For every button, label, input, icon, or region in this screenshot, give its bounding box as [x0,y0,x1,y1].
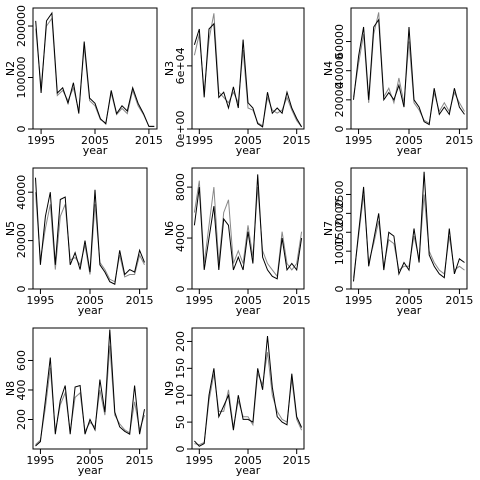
x-tick-label: 1995 [185,134,213,147]
series-line-0 [35,329,145,447]
x-axis-label: year [83,144,108,157]
series-line-0 [353,18,465,126]
y-tick-label: 0e+00 [174,111,187,148]
x-tick-label: 2015 [445,294,473,307]
panel-n5: 1995 2005 2015 0 20000 40000 year N5 [4,167,154,317]
series-line-1 [353,194,465,278]
y-tick-label: 150 [174,358,187,379]
x-tick-label: 2015 [283,134,311,147]
series-line-0 [35,11,155,127]
series-line-0 [35,177,145,285]
x-tick-label: 1995 [26,454,54,467]
series-line-0 [193,174,303,280]
y-tick-label: 60000 [333,24,346,59]
x-tick-label: 2015 [126,294,154,307]
y-tick-label: 0 [15,126,28,133]
x-tick-label: 2005 [234,454,262,467]
x-tick-label: 2015 [283,294,311,307]
x-tick-label: 2005 [76,454,104,467]
x-axis-label: year [397,144,422,157]
x-tick-label: 2005 [81,134,109,147]
y-tick-label: 100 [174,385,187,406]
series-line-1 [194,352,303,446]
y-axis-label: N9 [163,381,176,396]
y-axis-label: N6 [163,221,176,236]
y-tick-label: 100000 [15,57,28,99]
panel-n6: 1995 2005 2015 0 4000 8000 year N6 [163,167,311,317]
y-tick-label: 1500 [333,218,346,246]
series-line-0 [193,22,303,128]
x-axis-label: year [78,304,103,317]
panel-n3: 1995 2005 2015 0e+00 6e+04 year N3 [163,7,311,157]
series-line-1 [193,180,303,278]
panel-n2: 1995 2005 2015 0 100000 200000 year N2 [4,5,163,157]
x-tick-label: 1995 [27,134,55,147]
panel-n9: 1995 2005 2015 0 50 100 150 200 year N9 [163,327,311,477]
y-axis-label: N3 [163,61,176,76]
y-tick-label: 400 [15,379,28,400]
plot-frame [32,7,158,130]
x-tick-label: 2015 [283,454,311,467]
y-tick-label: 50 [174,415,187,429]
y-axis-label: N8 [4,381,17,396]
x-tick-label: 2005 [234,134,262,147]
y-tick-label: 2500 [333,180,346,208]
panel-n8: 1995 2005 2015 200 400 600 year N8 [4,327,154,477]
x-tick-label: 1995 [345,134,373,147]
x-tick-label: 2005 [395,134,423,147]
y-tick-label: 6e+04 [174,47,187,84]
plot-frame [191,7,305,130]
x-axis-label: year [236,464,261,477]
x-tick-label: 2005 [234,294,262,307]
x-tick-label: 1995 [26,294,54,307]
y-tick-label: 600 [15,350,28,371]
y-axis-label: N2 [4,61,17,76]
y-tick-label: 0 [174,446,187,453]
x-tick-label: 1995 [185,454,213,467]
y-tick-label: 0 [15,286,28,293]
y-tick-label: 0 [333,126,346,133]
y-tick-label: 1000 [333,237,346,265]
y-tick-label: 20000 [333,82,346,117]
x-tick-label: 2015 [135,134,163,147]
series-line-0 [194,336,303,447]
y-tick-label: 200 [174,331,187,352]
x-axis-label: year [397,304,422,317]
x-tick-label: 2015 [126,454,154,467]
y-tick-label: 200000 [15,5,28,47]
y-tick-label: 0 [174,286,187,293]
y-axis-label: N7 [322,221,335,236]
y-tick-label: 4000 [174,224,187,252]
plot-frame [191,327,305,450]
y-tick-label: 20000 [15,223,28,258]
x-tick-label: 2005 [76,294,104,307]
x-axis-label: year [78,464,103,477]
y-tick-label: 40000 [15,175,28,210]
y-tick-label: 40000 [333,53,346,88]
x-tick-label: 1995 [185,294,213,307]
x-axis-label: year [236,304,261,317]
series-line-0 [353,171,465,282]
x-tick-label: 1995 [345,294,373,307]
series-line-1 [35,345,145,445]
y-tick-label: 0 [333,286,346,293]
y-tick-label: 8000 [174,173,187,201]
x-tick-label: 2015 [445,134,473,147]
y-tick-label: 200 [15,409,28,430]
y-tick-label: 2000 [333,199,346,227]
x-tick-label: 2005 [395,294,423,307]
x-axis-label: year [236,144,261,157]
y-axis-label: N4 [322,61,335,76]
y-axis-label: N5 [4,221,17,236]
series-line-1 [193,13,302,128]
